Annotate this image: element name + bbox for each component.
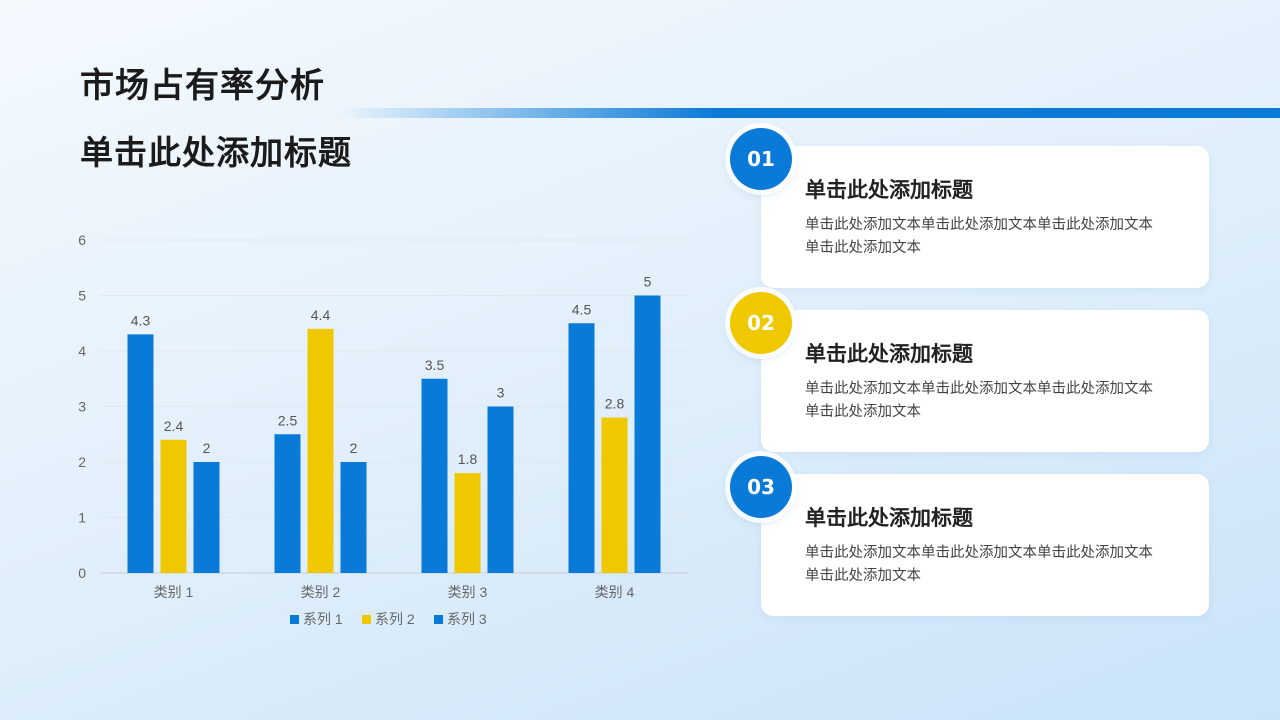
number-badge-2: 02 xyxy=(730,292,792,354)
x-tick-label: 类别 2 xyxy=(301,584,341,600)
info-card-3[interactable]: 单击此处添加标题 单击此处添加文本单击此处添加文本单击此处添加文本单击此处添加文… xyxy=(761,474,1209,616)
card-title: 单击此处添加标题 xyxy=(805,342,973,366)
card-text: 单击此处添加文本单击此处添加文本单击此处添加文本单击此处添加文本 xyxy=(805,381,1153,420)
data-label: 2 xyxy=(350,440,358,456)
bar xyxy=(193,462,220,573)
bar xyxy=(454,473,481,573)
data-label: 2.8 xyxy=(605,396,625,412)
number-badge-3: 03 xyxy=(730,456,792,518)
legend-label: 系列 1 xyxy=(303,611,343,627)
bar xyxy=(568,323,595,573)
data-label: 2 xyxy=(203,440,211,456)
card-title: 单击此处添加标题 xyxy=(805,506,973,530)
y-tick-label: 6 xyxy=(78,232,86,248)
legend-swatch xyxy=(434,615,443,624)
bar xyxy=(634,295,661,573)
x-tick-label: 类别 1 xyxy=(154,584,194,600)
legend-label: 系列 2 xyxy=(375,611,415,627)
bar xyxy=(487,406,514,573)
y-tick-label: 1 xyxy=(78,510,86,526)
legend-swatch xyxy=(362,615,371,624)
number-badge-1: 01 xyxy=(730,128,792,190)
y-tick-label: 0 xyxy=(78,565,86,581)
data-label: 3 xyxy=(497,385,505,401)
data-label: 5 xyxy=(644,274,652,290)
bar-chart: 0 1 2 3 4 5 6 4.3 2.4 2 类别 1 2.5 4.4 2 类别 2 3.5 1.8 3 类别 3… xyxy=(78,232,688,627)
card-text: 单击此处添加文本单击此处添加文本单击此处添加文本单击此处添加文本 xyxy=(805,545,1153,584)
bar xyxy=(274,434,301,573)
data-label: 2.4 xyxy=(164,418,184,434)
section-subtitle: 单击此处添加标题 xyxy=(80,133,352,172)
card-title: 单击此处添加标题 xyxy=(805,178,973,202)
data-label: 4.5 xyxy=(572,301,592,317)
bar xyxy=(340,462,367,573)
bar xyxy=(307,328,334,573)
y-tick-label: 3 xyxy=(78,399,86,415)
card-text: 单击此处添加文本单击此处添加文本单击此处添加文本单击此处添加文本 xyxy=(805,217,1153,256)
bar xyxy=(127,334,154,573)
bar xyxy=(421,378,448,573)
data-label: 3.5 xyxy=(425,357,445,373)
y-tick-label: 2 xyxy=(78,454,86,470)
x-tick-label: 类别 3 xyxy=(448,584,488,600)
legend-label: 系列 3 xyxy=(447,611,487,627)
info-card-2[interactable]: 单击此处添加标题 单击此处添加文本单击此处添加文本单击此处添加文本单击此处添加文… xyxy=(761,310,1209,452)
info-card-1[interactable]: 单击此处添加标题 单击此处添加文本单击此处添加文本单击此处添加文本单击此处添加文… xyxy=(761,146,1209,288)
bar xyxy=(601,417,628,573)
page-title: 市场占有率分析 xyxy=(80,66,325,106)
title-accent-bar xyxy=(340,108,1280,118)
y-tick-label: 4 xyxy=(78,343,86,359)
bar xyxy=(160,439,187,573)
y-tick-label: 5 xyxy=(78,288,86,304)
data-label: 2.5 xyxy=(278,412,298,428)
data-label: 1.8 xyxy=(458,451,478,467)
x-tick-label: 类别 4 xyxy=(595,584,635,600)
data-label: 4.3 xyxy=(131,312,151,328)
legend-swatch xyxy=(290,615,299,624)
data-label: 4.4 xyxy=(311,307,331,323)
